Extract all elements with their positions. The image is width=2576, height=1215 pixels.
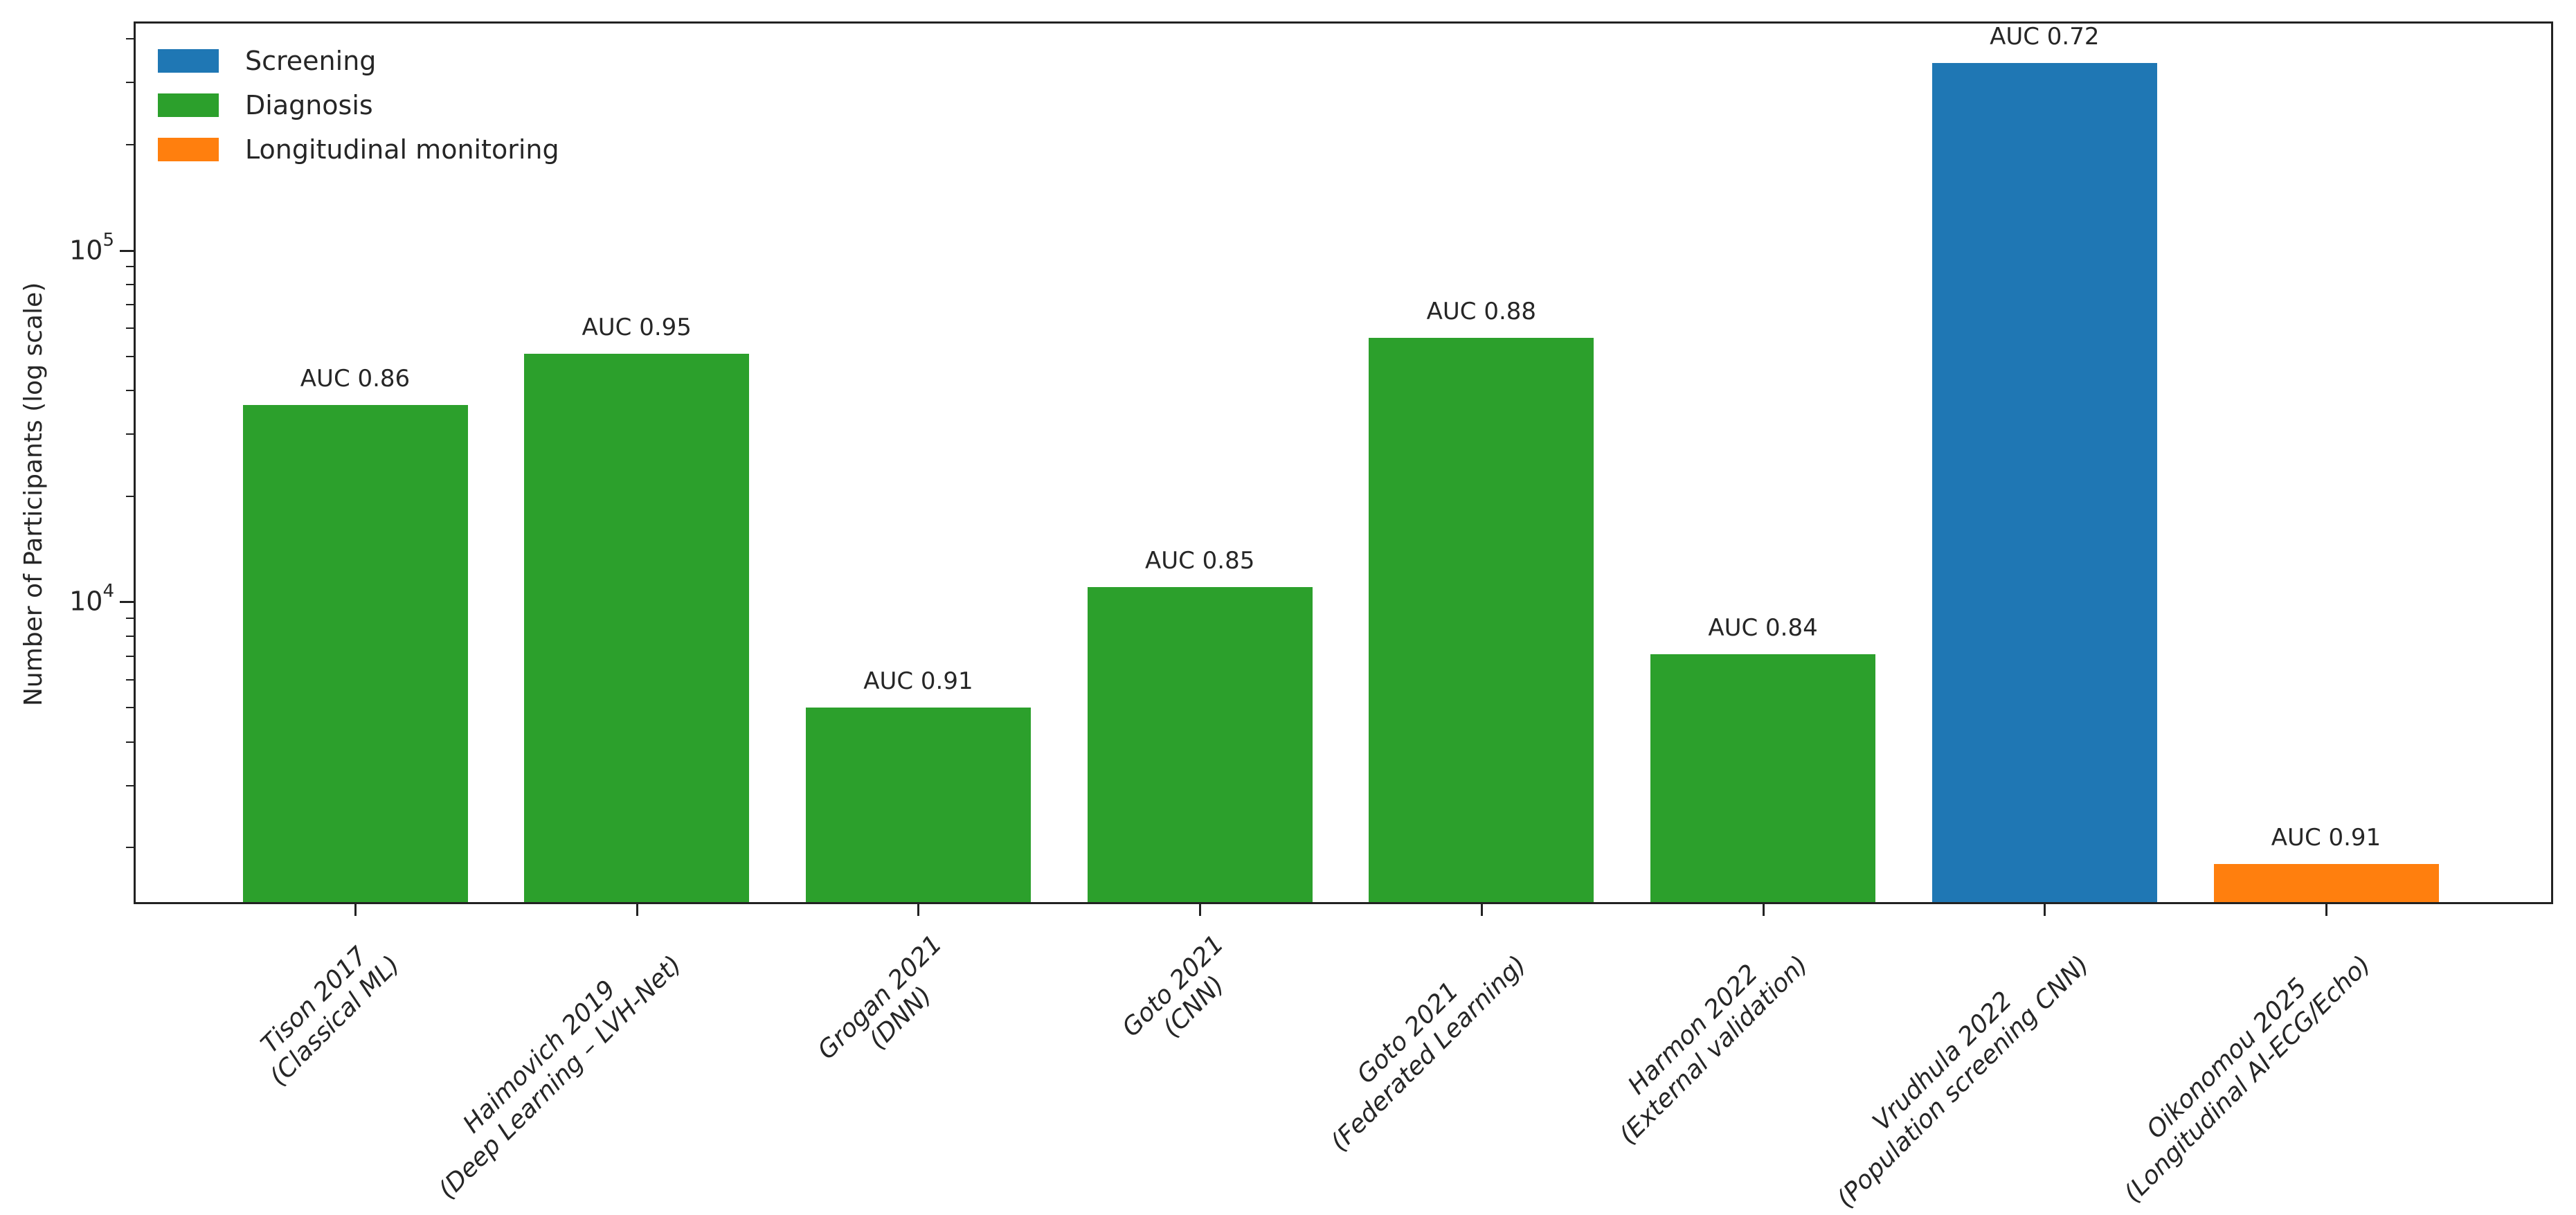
- x-tick: [2044, 903, 2046, 916]
- y-major-tick: [120, 249, 135, 252]
- x-tick: [1762, 903, 1765, 916]
- auc-label: AUC 0.91: [863, 667, 973, 696]
- auc-label: AUC 0.91: [2271, 823, 2381, 852]
- bar: [2213, 863, 2439, 902]
- bar: [524, 354, 750, 902]
- y-minor-tick: [126, 355, 135, 357]
- auc-label: AUC 0.85: [1144, 547, 1255, 575]
- legend-label: Longitudinal monitoring: [245, 134, 559, 165]
- y-axis-title: Number of Participants (log scale): [19, 282, 48, 706]
- y-minor-tick: [126, 679, 135, 681]
- y-minor-tick: [126, 304, 135, 306]
- y-minor-tick: [126, 741, 135, 743]
- legend-swatch-screening: [158, 49, 219, 73]
- legend-item-longitudinal: Longitudinal monitoring: [158, 127, 559, 172]
- x-tick: [917, 903, 920, 916]
- y-minor-tick: [126, 283, 135, 285]
- auc-label: AUC 0.84: [1708, 613, 1818, 642]
- y-minor-tick: [126, 847, 135, 849]
- auc-label: AUC 0.88: [1426, 297, 1537, 325]
- x-tick-label: Haimovich 2019 (Deep Learning – LVH-Net): [433, 950, 687, 1205]
- x-tick-label: Goto 2021 (CNN): [1117, 930, 1230, 1043]
- legend-label: Diagnosis: [245, 90, 373, 120]
- legend-swatch-longitudinal: [158, 138, 219, 161]
- y-minor-tick: [126, 143, 135, 145]
- bar: [242, 404, 468, 902]
- legend-swatch-diagnosis: [158, 93, 219, 117]
- y-minor-tick: [126, 617, 135, 619]
- y-minor-tick: [126, 656, 135, 658]
- plot-area: [134, 21, 2553, 904]
- legend-item-diagnosis: Diagnosis: [158, 83, 559, 127]
- y-minor-tick: [126, 38, 135, 39]
- x-tick-label: Harmon 2022 (External validation): [1613, 950, 1814, 1151]
- auc-label: AUC 0.72: [1990, 23, 2100, 51]
- x-tick-label: Grogan 2021 (DNN): [812, 930, 948, 1065]
- y-minor-tick: [126, 495, 135, 497]
- y-minor-tick: [126, 327, 135, 330]
- bar: [1087, 587, 1313, 902]
- y-minor-tick: [126, 707, 135, 709]
- auc-label: AUC 0.86: [300, 364, 411, 393]
- legend-item-screening: Screening: [158, 39, 559, 83]
- x-tick: [354, 903, 357, 916]
- x-tick-label: Vrudhula 2022 (Population screening CNN): [1831, 950, 2095, 1214]
- legend-label: Screening: [245, 46, 377, 76]
- bar: [805, 708, 1031, 902]
- bar: [1650, 654, 1876, 902]
- y-minor-tick: [126, 265, 135, 267]
- y-minor-tick: [126, 433, 135, 435]
- legend: Screening Diagnosis Longitudinal monitor…: [158, 39, 559, 172]
- x-tick-label: Goto 2021 (Federated Learning): [1325, 950, 1532, 1158]
- x-tick: [636, 903, 638, 916]
- y-minor-tick: [126, 82, 135, 84]
- x-tick: [1199, 903, 1202, 916]
- auc-label: AUC 0.95: [582, 314, 692, 342]
- x-tick-label: Tison 2017 (Classical ML): [255, 942, 406, 1092]
- y-major-tick: [120, 601, 135, 604]
- x-tick: [1480, 903, 1483, 916]
- y-tick-label: 105: [69, 229, 114, 266]
- bar: [1369, 337, 1594, 902]
- bar: [1931, 63, 2157, 902]
- y-minor-tick: [126, 389, 135, 391]
- x-tick: [2325, 903, 2327, 916]
- y-minor-tick: [126, 635, 135, 637]
- x-tick-label: Oikonomou 2025 (Longitudinal AI-ECG/Echo): [2118, 950, 2377, 1208]
- y-minor-tick: [126, 784, 135, 786]
- y-tick-label: 104: [69, 581, 114, 618]
